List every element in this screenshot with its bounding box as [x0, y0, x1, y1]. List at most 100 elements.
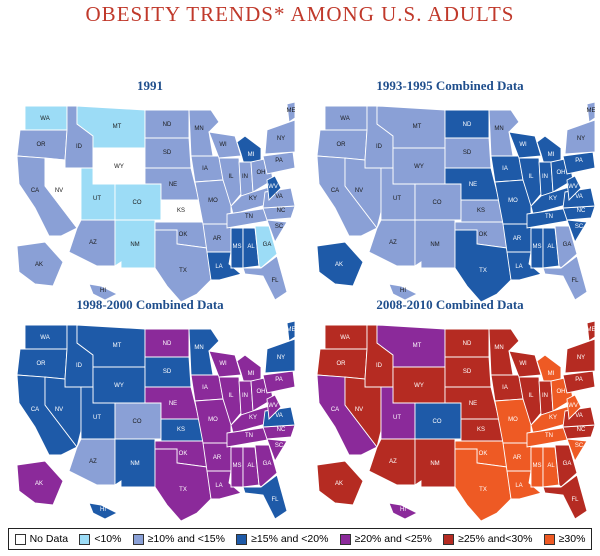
- map-title: 1991: [137, 78, 163, 93]
- legend-item: No Data: [14, 533, 69, 545]
- legend: No Data <10% ≥10% and <15% ≥15% and <20%…: [8, 528, 592, 550]
- state-label-mt: MT: [113, 124, 122, 130]
- state-label-fl: FL: [271, 278, 279, 284]
- state-label-mo: MO: [508, 417, 518, 423]
- state-label-ky: KY: [549, 196, 557, 202]
- state-wi: [508, 131, 542, 159]
- state-label-ar: AR: [213, 455, 222, 461]
- state-label-wi: WI: [219, 361, 227, 367]
- state-label-wv: WV: [568, 403, 578, 409]
- state-label-tn: TN: [245, 214, 253, 220]
- state-label-tx: TX: [479, 487, 487, 493]
- state-wv: [566, 394, 582, 420]
- state-me: [586, 101, 595, 123]
- legend-item: ≥25% and<30%: [443, 533, 532, 545]
- state-label-ca: CA: [31, 188, 39, 194]
- state-pa: [262, 370, 295, 394]
- state-label-il: IL: [228, 393, 234, 399]
- state-label-ks: KS: [177, 427, 185, 433]
- map-panel-1: 1991 WA OR CA ID NV MT WY UT AZ CO NM ND SD NE KS OK TX M…: [5, 78, 295, 308]
- state-wi: [508, 350, 542, 378]
- state-label-ca: CA: [331, 188, 339, 194]
- state-label-ne: NE: [469, 182, 477, 188]
- state-label-az: AZ: [389, 240, 397, 246]
- legend-label: No Data: [29, 533, 69, 545]
- state-ak: [16, 241, 64, 287]
- state-fl: [542, 474, 588, 520]
- state-label-pa: PA: [575, 377, 583, 383]
- state-label-az: AZ: [89, 459, 97, 465]
- state-label-ca: CA: [331, 407, 339, 413]
- state-label-az: AZ: [389, 459, 397, 465]
- state-label-me: ME: [287, 327, 296, 333]
- state-pa: [262, 151, 295, 175]
- state-label-in: IN: [542, 393, 548, 399]
- state-label-tx: TX: [179, 268, 187, 274]
- state-label-mn: MN: [494, 345, 503, 351]
- state-label-il: IL: [528, 174, 534, 180]
- state-tn: [526, 207, 574, 229]
- state-label-ar: AR: [513, 455, 522, 461]
- state-label-co: CO: [133, 200, 142, 206]
- state-label-sd: SD: [463, 369, 472, 375]
- state-label-mi: MI: [248, 152, 255, 158]
- state-label-pa: PA: [575, 158, 583, 164]
- state-label-mi: MI: [248, 371, 255, 377]
- us-map: WA OR CA ID NV MT WY UT AZ CO NM ND SD NE KS OK TX MN IA MO…: [316, 320, 595, 522]
- state-sc: [266, 219, 288, 244]
- map-title: 2008-2010 Combined Data: [376, 297, 524, 312]
- state-label-nd: ND: [163, 122, 172, 128]
- state-label-ne: NE: [169, 401, 177, 407]
- legend-item: ≥30%: [543, 533, 585, 545]
- state-label-la: LA: [215, 483, 222, 489]
- state-label-ne: NE: [469, 401, 477, 407]
- state-wi: [208, 350, 242, 378]
- state-label-wv: WV: [268, 403, 278, 409]
- state-label-ga: GA: [263, 461, 272, 467]
- state-label-mi: MI: [548, 371, 555, 377]
- state-label-ak: AK: [35, 481, 43, 487]
- state-label-nd: ND: [463, 122, 472, 128]
- state-label-mo: MO: [208, 417, 218, 423]
- state-me: [286, 101, 295, 123]
- state-label-sc: SC: [275, 224, 284, 230]
- legend-label: ≥20% and <25%: [354, 533, 432, 545]
- state-label-in: IN: [242, 174, 248, 180]
- state-label-ak: AK: [335, 481, 343, 487]
- state-label-al: AL: [547, 244, 555, 250]
- state-label-oh: OH: [257, 389, 266, 395]
- state-label-wy: WY: [414, 383, 424, 389]
- state-ga: [554, 225, 578, 269]
- state-label-ut: UT: [393, 196, 401, 202]
- state-label-az: AZ: [89, 240, 97, 246]
- state-label-ny: NY: [577, 136, 585, 142]
- state-label-mi: MI: [548, 152, 555, 158]
- legend-swatch: [236, 533, 248, 545]
- legend-item: ≥20% and <25%: [339, 533, 432, 545]
- state-wi: [208, 131, 242, 159]
- state-label-wa: WA: [40, 116, 49, 122]
- state-label-me: ME: [587, 108, 596, 114]
- legend-label: <10%: [94, 533, 122, 545]
- state-label-id: ID: [376, 363, 383, 369]
- state-label-tn: TN: [545, 214, 553, 220]
- state-label-ia: IA: [202, 385, 208, 391]
- state-label-nm: NM: [430, 242, 439, 248]
- state-label-va: VA: [575, 413, 583, 419]
- state-sc: [566, 219, 588, 244]
- map-title: 1998-2000 Combined Data: [76, 297, 224, 312]
- state-wv: [266, 175, 282, 201]
- state-tx: [454, 229, 512, 303]
- state-label-or: OR: [337, 142, 347, 148]
- state-label-wy: WY: [114, 383, 124, 389]
- state-label-pa: PA: [275, 158, 283, 164]
- state-label-ms: MS: [233, 244, 242, 250]
- state-label-nm: NM: [130, 242, 139, 248]
- state-label-la: LA: [515, 264, 522, 270]
- state-label-mn: MN: [194, 126, 203, 132]
- state-ak: [16, 460, 64, 506]
- state-tx: [154, 448, 212, 522]
- state-label-nc: NC: [577, 208, 586, 214]
- state-label-mn: MN: [194, 345, 203, 351]
- state-ny: [564, 338, 595, 374]
